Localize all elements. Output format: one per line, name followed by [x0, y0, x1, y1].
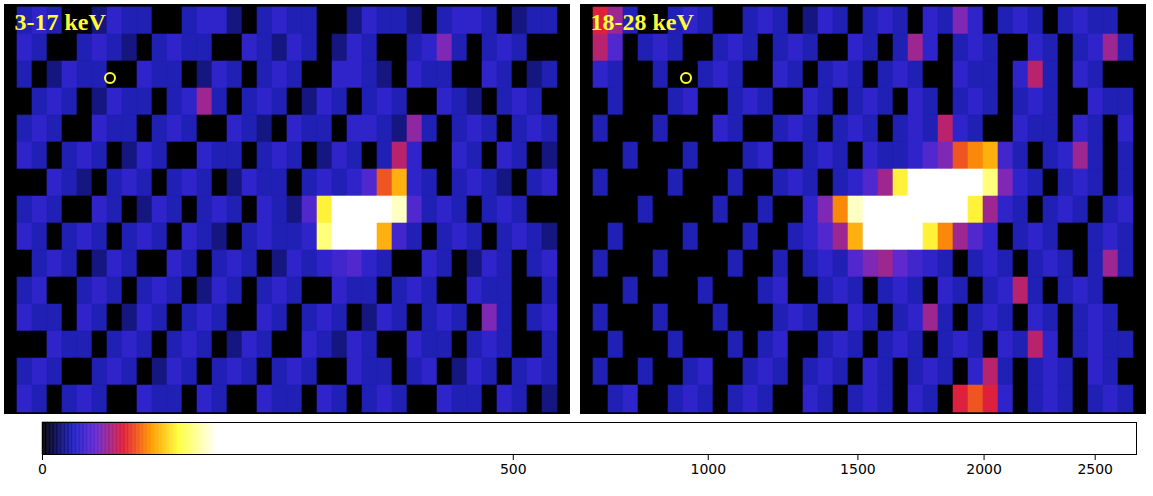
svg-text:500: 500	[500, 461, 527, 477]
svg-text:1500: 1500	[840, 461, 876, 477]
svg-text:2500: 2500	[1077, 461, 1113, 477]
svg-text:0: 0	[38, 461, 47, 477]
svg-text:2000: 2000	[966, 461, 1002, 477]
svg-text:1000: 1000	[690, 461, 726, 477]
svg-text:18-28 keV: 18-28 keV	[591, 9, 695, 35]
svg-text:3-17 keV: 3-17 keV	[15, 9, 107, 35]
